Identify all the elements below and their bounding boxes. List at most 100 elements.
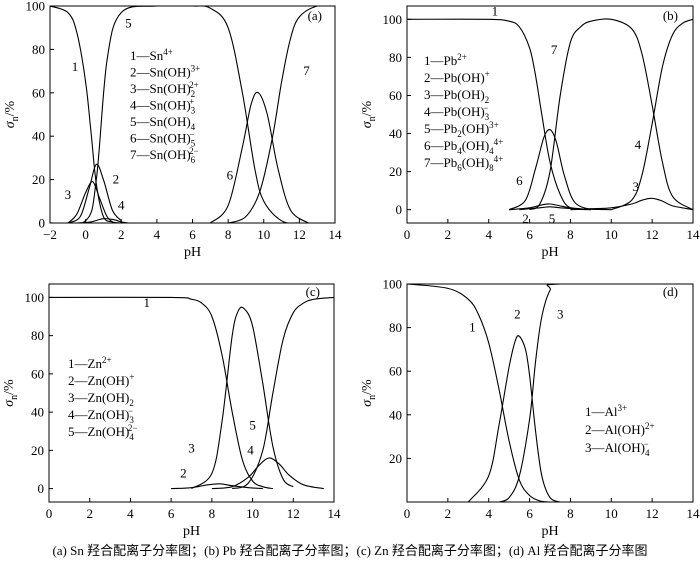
series-line-2 bbox=[171, 483, 263, 490]
curves bbox=[407, 284, 693, 502]
legend-entry-1: 1—Sn4+ bbox=[130, 47, 173, 63]
x-tick-label: 14 bbox=[687, 506, 700, 521]
x-tick-label: 8 bbox=[225, 227, 232, 242]
curve-label-4: 4 bbox=[635, 137, 642, 152]
x-axis-label: pH bbox=[183, 524, 200, 539]
y-tick-label: 100 bbox=[383, 277, 403, 292]
y-tick-label: 20 bbox=[31, 443, 44, 458]
curves bbox=[49, 296, 334, 490]
x-tick-label: 6 bbox=[526, 506, 533, 521]
series-line-3 bbox=[570, 197, 693, 211]
series-line-2 bbox=[509, 203, 591, 211]
x-tick-label: 6 bbox=[168, 506, 175, 521]
legend-entry-6: 6—Pb4(OH)44+ bbox=[424, 137, 503, 156]
panel-label: (b) bbox=[663, 8, 678, 23]
curve-label-5: 5 bbox=[549, 211, 556, 226]
x-tick-label: 10 bbox=[246, 506, 259, 521]
legend-entry-5: 5—Sn(OH)4 bbox=[130, 114, 196, 132]
y-tick-label: 0 bbox=[39, 216, 46, 231]
legend-entry-1: 1—Al3+ bbox=[585, 403, 627, 419]
y-tick-label: 60 bbox=[389, 88, 402, 103]
curves bbox=[407, 18, 693, 211]
y-tick-label: 20 bbox=[389, 164, 402, 179]
y-tick-label: 80 bbox=[31, 328, 44, 343]
curve-label-2: 2 bbox=[522, 211, 529, 226]
legend-entry-7: 7—Sn(OH)62− bbox=[130, 146, 199, 165]
series-line-5 bbox=[519, 206, 612, 211]
plot-frame bbox=[48, 283, 335, 503]
x-tick-label: 0 bbox=[46, 506, 53, 521]
chart-panel-1: −2 0 2 4 6 8 10 12 14020406080100pHσn/%(a)123456… bbox=[3, 0, 342, 260]
curve-label-1: 1 bbox=[72, 59, 79, 74]
series-line-5 bbox=[50, 6, 335, 223]
legend-entry-3: 3—Al(OH)4− bbox=[585, 439, 650, 458]
legend-entry-6: 6—Sn(OH)5− bbox=[130, 130, 196, 149]
legend-entry-2: 2—Pb(OH)+ bbox=[424, 69, 490, 85]
x-tick-label: 10 bbox=[605, 506, 618, 521]
legend-entry-3: 3—Zn(OH)2 bbox=[68, 390, 134, 408]
curve-label-2: 2 bbox=[113, 172, 120, 187]
y-tick-label: 100 bbox=[383, 12, 403, 27]
curves bbox=[50, 6, 335, 223]
series-line-3 bbox=[67, 181, 115, 223]
x-tick-label: 8 bbox=[567, 227, 574, 242]
series-line-7 bbox=[227, 6, 335, 223]
y-tick-label: 20 bbox=[389, 451, 402, 466]
y-tick-label: 40 bbox=[31, 405, 44, 420]
y-tick-label: 100 bbox=[26, 0, 46, 14]
panel-label: (a) bbox=[308, 8, 322, 23]
y-tick-label: 0 bbox=[396, 202, 403, 217]
legend-entry-7: 7—Pb6(OH)84+ bbox=[424, 154, 503, 173]
curve-label-1: 1 bbox=[469, 320, 476, 335]
x-tick-label: 4 bbox=[154, 227, 161, 242]
x-tick-label: 10 bbox=[257, 227, 270, 242]
x-tick-label: −2 bbox=[43, 227, 57, 242]
series-line-4 bbox=[611, 18, 693, 211]
y-tick-label: 20 bbox=[32, 172, 45, 187]
y-axis-label: σn/% bbox=[360, 379, 378, 407]
legend-entry-4: 4—Sn(OH)3+ bbox=[130, 97, 196, 116]
series-line-3 bbox=[498, 284, 693, 502]
legend-entry-3: 3—Sn(OH)22+ bbox=[130, 80, 199, 99]
curve-label-2: 2 bbox=[514, 307, 521, 322]
curve-label-1: 1 bbox=[492, 4, 499, 19]
series-line-7 bbox=[529, 18, 693, 211]
x-tick-label: 12 bbox=[287, 506, 300, 521]
plot-frame bbox=[406, 283, 694, 503]
curve-label-6: 6 bbox=[227, 167, 234, 182]
legend-entry-2: 2—Sn(OH)3+ bbox=[130, 64, 200, 80]
x-tick-label: 8 bbox=[209, 506, 216, 521]
series-line-1 bbox=[407, 284, 551, 502]
x-tick-label: 0 bbox=[404, 506, 411, 521]
y-tick-label: 60 bbox=[31, 366, 44, 381]
y-axis-label: σn/% bbox=[2, 379, 20, 407]
curve-label-3: 3 bbox=[188, 440, 195, 455]
x-tick-label: 6 bbox=[526, 227, 533, 242]
y-tick-label: 40 bbox=[389, 126, 402, 141]
x-tick-label: 4 bbox=[485, 506, 492, 521]
series-line-2 bbox=[67, 163, 122, 223]
curve-label-5: 5 bbox=[249, 418, 256, 433]
y-tick-label: 60 bbox=[389, 364, 402, 379]
curve-label-4: 4 bbox=[247, 442, 254, 457]
legend-entry-4: 4—Pb(OH)3− bbox=[424, 103, 490, 122]
series-line-5 bbox=[232, 296, 334, 490]
legend-entry-2: 2—Al(OH)2+ bbox=[585, 421, 655, 437]
x-tick-label: 12 bbox=[293, 227, 306, 242]
series-line-1 bbox=[407, 18, 591, 211]
y-tick-label: 40 bbox=[32, 129, 45, 144]
y-tick-label: 80 bbox=[389, 50, 402, 65]
y-tick-label: 80 bbox=[32, 42, 45, 57]
series-line-4 bbox=[211, 457, 324, 490]
x-axis-label: pH bbox=[541, 245, 558, 260]
x-tick-label: 2 bbox=[118, 227, 125, 242]
x-tick-label: 14 bbox=[687, 227, 700, 242]
series-line-1 bbox=[50, 6, 122, 223]
legend-entry-5: 5—Pb2(OH)3+ bbox=[424, 120, 499, 139]
x-tick-label: 2 bbox=[445, 227, 452, 242]
x-tick-label: 14 bbox=[328, 506, 342, 521]
series-line-4 bbox=[76, 218, 129, 223]
x-tick-label: 4 bbox=[485, 227, 492, 242]
y-tick-label: 0 bbox=[38, 481, 45, 496]
